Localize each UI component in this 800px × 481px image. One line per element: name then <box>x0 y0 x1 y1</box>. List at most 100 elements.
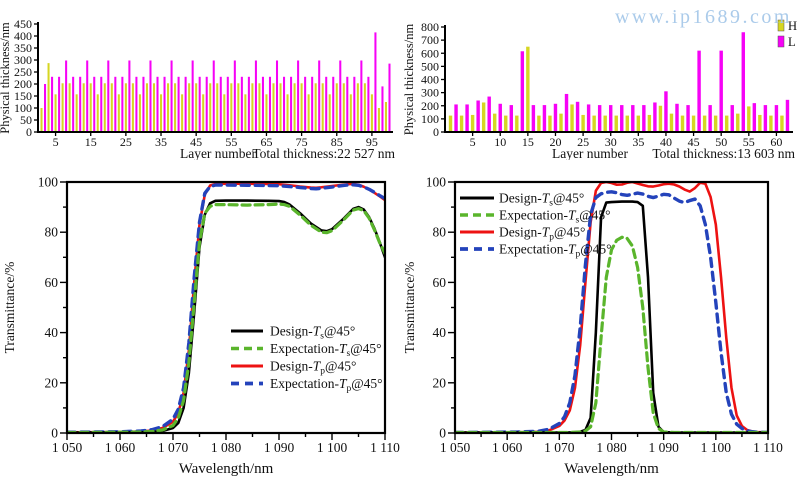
thickness-bars <box>448 32 790 133</box>
bar-layer-100 <box>388 63 391 132</box>
axes <box>444 25 793 133</box>
x-tick-label: 35 <box>155 135 167 149</box>
bar-layer-79 <box>314 83 317 132</box>
bar-layer-25 <box>581 114 585 132</box>
bar-layer-16 <box>93 76 96 132</box>
bar-layer-17 <box>96 94 99 132</box>
bar-layer-6 <box>476 100 480 132</box>
bar-layer-26 <box>586 104 591 132</box>
x-tick-label: 55 <box>743 135 755 149</box>
bar-layer-30 <box>142 76 145 132</box>
legend-swatch-H <box>777 19 785 32</box>
bar-layer-37 <box>647 114 652 132</box>
bar-layer-85 <box>335 83 338 132</box>
plot-box <box>453 180 770 435</box>
y-tick-label: 80 <box>433 225 447 240</box>
bar-layer-93 <box>363 83 366 132</box>
legend-label: Design-Ts@45° <box>499 191 584 209</box>
bar-layer-84 <box>332 76 335 132</box>
legend-label-H: H <box>788 19 797 33</box>
y-axis-title: Physical thickness/nm <box>402 23 416 135</box>
legend-label: Expectation-Ts@45° <box>499 208 611 226</box>
bar-layer-15 <box>526 46 530 132</box>
plot-box <box>65 180 387 435</box>
bar-layer-31 <box>614 115 618 132</box>
bar-layer-20 <box>107 60 110 133</box>
x-tick-label: 95 <box>366 135 378 149</box>
x-axis-title: Layer number <box>180 146 257 160</box>
bar-layer-35 <box>160 94 163 132</box>
bar-layer-89 <box>349 94 352 132</box>
bar-layer-31 <box>145 83 148 132</box>
bar-layer-55 <box>747 106 751 132</box>
bar-layer-3 <box>47 63 50 133</box>
bar-layer-95 <box>370 94 373 132</box>
bar-layer-27 <box>592 115 596 132</box>
y-tick-label: 100 <box>421 112 439 126</box>
y-tick-label: 400 <box>14 29 32 43</box>
series-legend: Design-Ts@45°Expectation-Ts@45°Design-Tp… <box>231 324 383 394</box>
bar-layer-60 <box>774 105 779 132</box>
curve-expectation-p <box>455 190 768 433</box>
x-tick-label: 1 070 <box>544 440 575 455</box>
y-tick-label: 100 <box>14 101 32 115</box>
bar-layer-10 <box>72 76 75 132</box>
bar-layer-88 <box>346 76 349 132</box>
x-tick-label: 1 110 <box>370 440 400 455</box>
legend-label: Expectation-Tp@45° <box>499 242 612 260</box>
bar-layer-44 <box>686 105 690 132</box>
bar-layer-78 <box>311 76 314 132</box>
y-axis-title: Physical thickness/nm <box>0 22 12 134</box>
bar-layer-67 <box>272 83 275 132</box>
y-tick-label: 100 <box>426 175 447 190</box>
bar-layer-56 <box>752 103 757 133</box>
bar-layer-14 <box>86 60 89 133</box>
y-axis-title: Transmittance/% <box>2 262 17 354</box>
bar-layer-91 <box>356 83 359 132</box>
bar-layer-73 <box>293 83 296 132</box>
bar-layer-87 <box>342 83 345 132</box>
x-tick-label: 1 090 <box>264 440 295 455</box>
bar-layer-68 <box>275 60 279 133</box>
x-tick-label: 55 <box>225 135 237 149</box>
bar-layer-18 <box>542 105 547 132</box>
y-tick-label: 400 <box>421 73 439 87</box>
bar-layer-50 <box>212 60 215 133</box>
y-tick-label: 100 <box>38 175 59 190</box>
bar-layer-54 <box>226 76 229 132</box>
bar-layer-61 <box>251 83 254 132</box>
y-tick-label: 700 <box>421 33 439 47</box>
bar-layer-14 <box>520 51 525 132</box>
curve-design-s <box>67 199 385 433</box>
y-tick-label: 200 <box>14 77 32 91</box>
bar-layer-41 <box>181 94 184 132</box>
x-tick-label: 1 100 <box>317 440 348 455</box>
x-tick-label: 1 060 <box>492 440 523 455</box>
x-tick-label: 1 090 <box>648 440 679 455</box>
legend-label: Expectation-Ts@45° <box>270 341 382 359</box>
legend-label: Design-Ts@45° <box>270 324 355 342</box>
bar-layer-42 <box>675 103 679 132</box>
bar-layer-51 <box>725 115 729 132</box>
bar-layer-98 <box>381 86 384 132</box>
curve-expectation-s <box>67 202 385 433</box>
y-tick-label: 150 <box>14 89 32 103</box>
bar-layer-54 <box>741 32 745 132</box>
bar-layer-66 <box>268 76 271 132</box>
x-tick-label: 25 <box>577 135 589 149</box>
bar-layer-57 <box>237 83 240 132</box>
y-tick-label: 500 <box>421 59 439 73</box>
bar-layer-86 <box>339 60 342 133</box>
bar-layer-12 <box>509 105 513 132</box>
bar-layer-9 <box>68 83 71 132</box>
x-tick-label: 50 <box>715 135 727 149</box>
bar-layer-4 <box>51 76 54 132</box>
bar-layer-43 <box>680 115 685 132</box>
x-tick-label: 45 <box>190 135 202 149</box>
bar-layer-22 <box>564 93 569 132</box>
bar-layer-47 <box>702 115 707 132</box>
total-thickness-label: Total thickness:13 603 nm <box>652 146 795 160</box>
